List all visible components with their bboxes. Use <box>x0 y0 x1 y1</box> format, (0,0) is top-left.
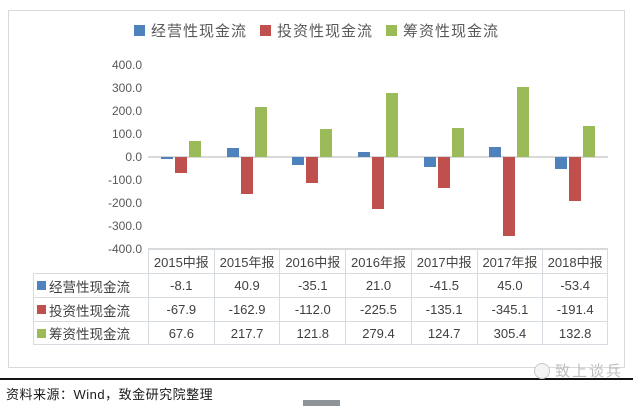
table-header-cell: 2017中报 <box>410 249 477 273</box>
table-header-cell: 2017年报 <box>476 249 543 273</box>
y-axis-tick-label: -100.0 <box>107 173 142 187</box>
table-value-cell: 132.8 <box>542 321 608 345</box>
table-header-cell: 2015年报 <box>213 249 280 273</box>
legend-label: 经营性现金流 <box>150 23 247 40</box>
table-value-cell: -53.4 <box>542 273 608 297</box>
watermark: 致上谈兵 <box>533 360 623 381</box>
legend-item: 投资性现金流 <box>259 20 373 41</box>
bottom-edge-bar <box>303 400 340 406</box>
y-axis-tick-label: -300.0 <box>107 219 142 233</box>
source-note: 资料来源：Wind，致金研究院整理 <box>6 387 214 402</box>
legend-key-square-icon <box>259 25 271 36</box>
table-value-cell: -67.9 <box>148 297 214 321</box>
article-divider-line <box>0 378 633 380</box>
plot-bottom-line <box>148 248 608 249</box>
table-value-cell: -41.5 <box>410 273 477 297</box>
table-value-cell: 67.6 <box>148 321 214 345</box>
table-value-cell: -345.1 <box>476 297 543 321</box>
table-value-cell: 124.7 <box>410 321 477 345</box>
table-header-cell: 2016中报 <box>279 249 346 273</box>
bar <box>306 157 319 183</box>
table-row-label-cell: 筹资性现金流 <box>33 321 148 345</box>
table-value-cell: -191.4 <box>542 297 608 321</box>
y-axis-tick-label: -400.0 <box>107 242 142 256</box>
bar <box>226 147 239 157</box>
legend-item: 经营性现金流 <box>133 20 247 41</box>
table-value-cell: 45.0 <box>476 273 543 297</box>
table-row-label-cell: 投资性现金流 <box>33 297 148 321</box>
bar <box>358 152 370 157</box>
bar <box>240 157 253 195</box>
bar <box>174 157 187 173</box>
table-value-cell: 40.9 <box>213 273 280 297</box>
table-value-cell: -162.9 <box>213 297 280 321</box>
table-legend-key-icon <box>37 281 46 290</box>
legend-item: 筹资性现金流 <box>386 20 499 41</box>
table-value-cell: -135.1 <box>410 297 477 321</box>
bar <box>569 157 582 202</box>
bar <box>160 157 173 159</box>
watermark-logo-icon <box>533 362 550 379</box>
bar <box>188 141 201 157</box>
table-legend-key-icon <box>37 305 46 314</box>
chart-frame: 经营性现金流 投资性现金流 筹资性现金流 2015中报 2015年报 2016中报 201… <box>8 10 625 368</box>
table-value-cell: 21.0 <box>345 273 411 297</box>
table-value-cell: -35.1 <box>279 273 346 297</box>
bar <box>583 126 596 157</box>
table-row-label: 筹资性现金流 <box>49 327 130 342</box>
y-axis-tick-label: -200.0 <box>107 196 142 210</box>
bar <box>320 128 333 157</box>
table-legend-key-icon <box>37 328 46 338</box>
legend-key-square-icon <box>386 25 397 36</box>
bar <box>555 157 568 170</box>
watermark-text: 致上谈兵 <box>554 363 623 380</box>
table-row-label: 投资性现金流 <box>49 303 130 319</box>
data-table: 2015中报 2015年报 2016中报 2016年报 2017中报 2017年报 2018… <box>33 249 608 345</box>
table-header-cell: 2018中报 <box>542 249 608 273</box>
bar <box>372 157 384 209</box>
table-value-cell: 121.8 <box>279 321 346 345</box>
legend-label: 筹资性现金流 <box>403 23 500 40</box>
bar <box>503 157 516 237</box>
y-axis-tick-label: 100.0 <box>111 127 142 141</box>
legend-key-square-icon <box>133 25 145 36</box>
y-axis-tick-label: 200.0 <box>111 104 142 118</box>
bar <box>423 157 436 167</box>
table-row-label: 经营性现金流 <box>49 279 130 295</box>
table-value-cell: -112.0 <box>279 297 346 321</box>
bar <box>437 157 450 189</box>
bar <box>386 92 398 157</box>
table-value-cell: 217.7 <box>213 321 280 345</box>
y-axis-tick-label: 300.0 <box>111 81 142 95</box>
table-value-cell: -8.1 <box>148 273 214 297</box>
y-axis-tick-label: 0.0 <box>125 150 142 164</box>
bar <box>254 106 267 157</box>
table-value-cell: 305.4 <box>476 321 543 345</box>
table-row-label-cell: 经营性现金流 <box>33 273 148 297</box>
table-header-cell: 2016年报 <box>345 249 411 273</box>
table-header-cell: 2015中报 <box>148 249 214 273</box>
bar <box>489 146 502 157</box>
bar <box>451 128 464 157</box>
bar <box>292 157 305 166</box>
bar <box>517 86 530 157</box>
y-axis-tick-label: 400.0 <box>111 58 142 72</box>
legend-label: 投资性现金流 <box>276 23 373 40</box>
table-value-cell: -225.5 <box>345 297 411 321</box>
chart-legend: 经营性现金流 投资性现金流 筹资性现金流 <box>9 20 624 41</box>
table-value-cell: 279.4 <box>345 321 411 345</box>
